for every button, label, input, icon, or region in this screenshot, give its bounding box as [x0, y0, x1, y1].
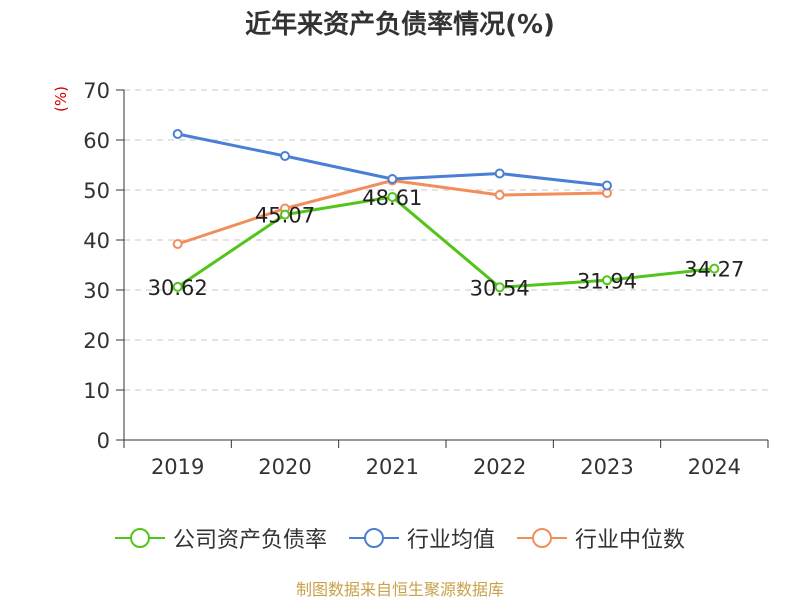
- data-label: 30.54: [470, 276, 530, 300]
- legend-label-company: 公司资产负债率: [172, 528, 327, 553]
- data-label: 45.07: [255, 204, 315, 228]
- y-tick-label: 20: [83, 329, 110, 353]
- data-point: [280, 209, 290, 220]
- series-lines: [172, 129, 720, 293]
- data-point: [172, 239, 183, 249]
- data-point: [387, 191, 398, 202]
- y-tick-label: 60: [83, 129, 110, 153]
- source-note: 制图数据来自恒生聚源数据库: [295, 580, 504, 599]
- y-tick-label: 50: [83, 179, 110, 203]
- y-tick-label: 30: [83, 279, 110, 303]
- legend-label-industry-median: 行业中位数: [575, 528, 686, 553]
- data-point: [172, 129, 183, 139]
- y-tick-label: 0: [97, 429, 110, 453]
- data-point: [602, 275, 612, 286]
- data-label: 34.27: [684, 258, 744, 282]
- legend: 公司资产负债率 行业均值 行业中位数: [0, 520, 800, 556]
- data-point: [172, 281, 183, 292]
- grid-lines: [124, 89, 768, 391]
- y-tick-label: 70: [83, 79, 110, 103]
- legend-marker-company: [114, 528, 165, 548]
- x-tick-label: 2022: [473, 455, 526, 479]
- x-tick-label: 2019: [151, 455, 204, 479]
- legend-marker-industry-median: [517, 528, 567, 548]
- x-tick-label: 2024: [688, 455, 741, 479]
- data-point: [494, 282, 505, 293]
- data-label: 31.94: [577, 269, 637, 293]
- data-point: [280, 151, 290, 161]
- y-tick-label: 10: [83, 379, 110, 403]
- chart-title: 近年来资产负债率情况(%): [245, 10, 555, 40]
- axes: 0 10 20 30 40 50 60 70 2019 2020 2021 2022 2023 2024: [83, 79, 769, 479]
- legend-item-industry-mean[interactable]: 行业均值: [348, 522, 495, 554]
- legend-label-industry-mean: 行业均值: [406, 528, 495, 553]
- legend-item-industry-median[interactable]: 行业中位数: [517, 522, 685, 554]
- legend-item-company[interactable]: 公司资产负债率: [114, 522, 327, 554]
- data-point: [494, 168, 505, 179]
- legend-marker-industry-mean: [348, 528, 399, 548]
- data-point: [602, 180, 612, 191]
- data-point: [494, 190, 505, 200]
- x-tick-label: 2021: [366, 455, 419, 479]
- x-tick-label: 2020: [258, 455, 311, 479]
- series-line: [176, 195, 715, 289]
- data-point: [709, 263, 720, 274]
- y-tick-label: 40: [83, 229, 110, 253]
- x-tick-label: 2023: [580, 455, 633, 479]
- data-point: [387, 174, 398, 184]
- data-label: 30.62: [148, 276, 208, 300]
- data-label: 48.61: [362, 186, 422, 210]
- data-labels: 30.62 45.07 48.61 30.54 31.94 34.27: [148, 186, 745, 300]
